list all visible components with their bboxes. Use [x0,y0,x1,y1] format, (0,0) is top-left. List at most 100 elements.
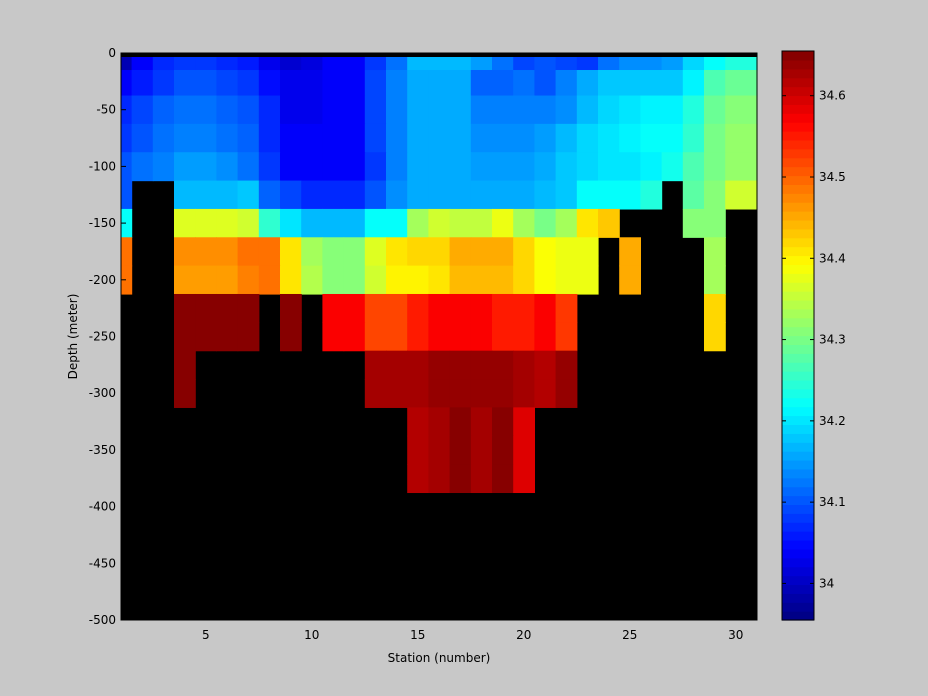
heatmap-cell [449,95,472,125]
heatmap-cell [534,180,557,210]
x-tick-label: 5 [202,628,210,642]
heatmap-cell [555,293,578,323]
surface-strip [121,53,757,57]
heatmap-cell [343,70,366,97]
heatmap-cell [555,123,578,153]
colorbar-step [782,513,814,523]
heatmap-cell [534,208,557,238]
heatmap-cell [598,180,620,210]
y-tick-label: -250 [89,330,116,344]
heatmap-cell [534,350,557,380]
heatmap-cell [725,123,758,153]
heatmap-cell [513,293,535,323]
heatmap-cell [280,70,302,97]
heatmap-cell [322,123,345,153]
heatmap-cell [576,208,599,238]
colorbar-step [782,504,814,514]
heatmap-cell [428,152,451,182]
heatmap-cell [280,95,302,125]
colorbar-tick-label: 34.4 [819,251,846,265]
heatmap-cell [386,53,408,71]
y-tick-label: -150 [89,216,116,230]
heatmap-cell [449,322,472,352]
heatmap-cell [513,350,535,380]
heatmap-cell [704,208,726,238]
colorbar-step [782,211,814,221]
heatmap-cell [216,322,239,352]
heatmap-cell [407,152,429,182]
heatmap-cell [407,435,429,465]
heatmap-cell [428,435,451,465]
heatmap-cell [470,208,493,238]
heatmap-cell [407,293,429,323]
heatmap-cell [492,208,514,238]
y-tick-label: -450 [89,556,116,570]
heatmap-cell [152,70,175,97]
heatmap-cell [301,70,323,97]
heatmap-cell [428,350,451,380]
heatmap-cell [237,237,260,267]
heatmap-cell [364,237,387,267]
heatmap-cell [619,70,641,97]
colorbar-tick-label: 34.5 [819,170,846,184]
heatmap-cell [131,123,154,153]
heatmap-cell [576,95,599,125]
heatmap-cell [174,293,196,323]
heatmap-cell [513,464,535,494]
heatmap-cell [407,379,429,408]
heatmap-cell [513,237,535,267]
heatmap-cell [576,152,599,182]
heatmap-cell [492,464,514,494]
colorbar-step [782,415,814,426]
heatmap-cell [195,322,217,352]
heatmap-cell [661,53,684,71]
heatmap-cell [492,180,514,210]
colorbar-step [782,459,814,470]
heatmap-cell [576,265,599,295]
heatmap-cell [121,265,133,295]
heatmap-cell [449,208,472,238]
heatmap-cell [640,95,663,125]
heatmap-cell [121,123,133,153]
heatmap-cell [343,208,366,238]
y-tick-label: -200 [89,273,116,287]
heatmap-cell [619,265,641,295]
heatmap-cell [343,53,366,71]
heatmap-cell [121,180,133,210]
heatmap-cell [449,379,472,408]
heatmap-cell [152,53,175,71]
colorbar-step [782,122,814,132]
heatmap-cell [704,180,726,210]
heatmap-cell [301,53,323,71]
heatmap-cell [619,123,641,153]
heatmap-cell [195,123,217,153]
heatmap-cell [470,379,493,408]
heatmap-cell [576,53,599,71]
heatmap-cell [428,208,451,238]
heatmap-cell [449,435,472,465]
heatmap-cell [152,152,175,182]
y-axis-label: Depth (meter) [66,294,80,380]
heatmap-cell [428,70,451,97]
heatmap-cell [492,435,514,465]
heatmap-cell [576,237,599,267]
heatmap-cell [513,208,535,238]
heatmap-cell [492,152,514,182]
heatmap-cell [428,379,451,408]
heatmap-cell [121,237,133,267]
heatmap-cell [237,152,260,182]
colorbar-step [782,353,814,363]
y-tick-label: -50 [96,103,116,117]
heatmap-cell [174,379,196,408]
y-axis: 0 -50 -100 -150 -200 -250 -300 -350 -400 -450 -500 [89,46,126,627]
colorbar-step [782,68,814,79]
colorbar-step [782,486,814,497]
heatmap-cell [513,265,535,295]
colorbar-step [782,602,814,612]
heatmap-cell [513,379,535,408]
heatmap-cell [174,53,196,71]
heatmap-cell [661,123,684,153]
heatmap-cell [449,123,472,153]
heatmap-cell [449,237,472,267]
colorbar-step [782,548,814,559]
